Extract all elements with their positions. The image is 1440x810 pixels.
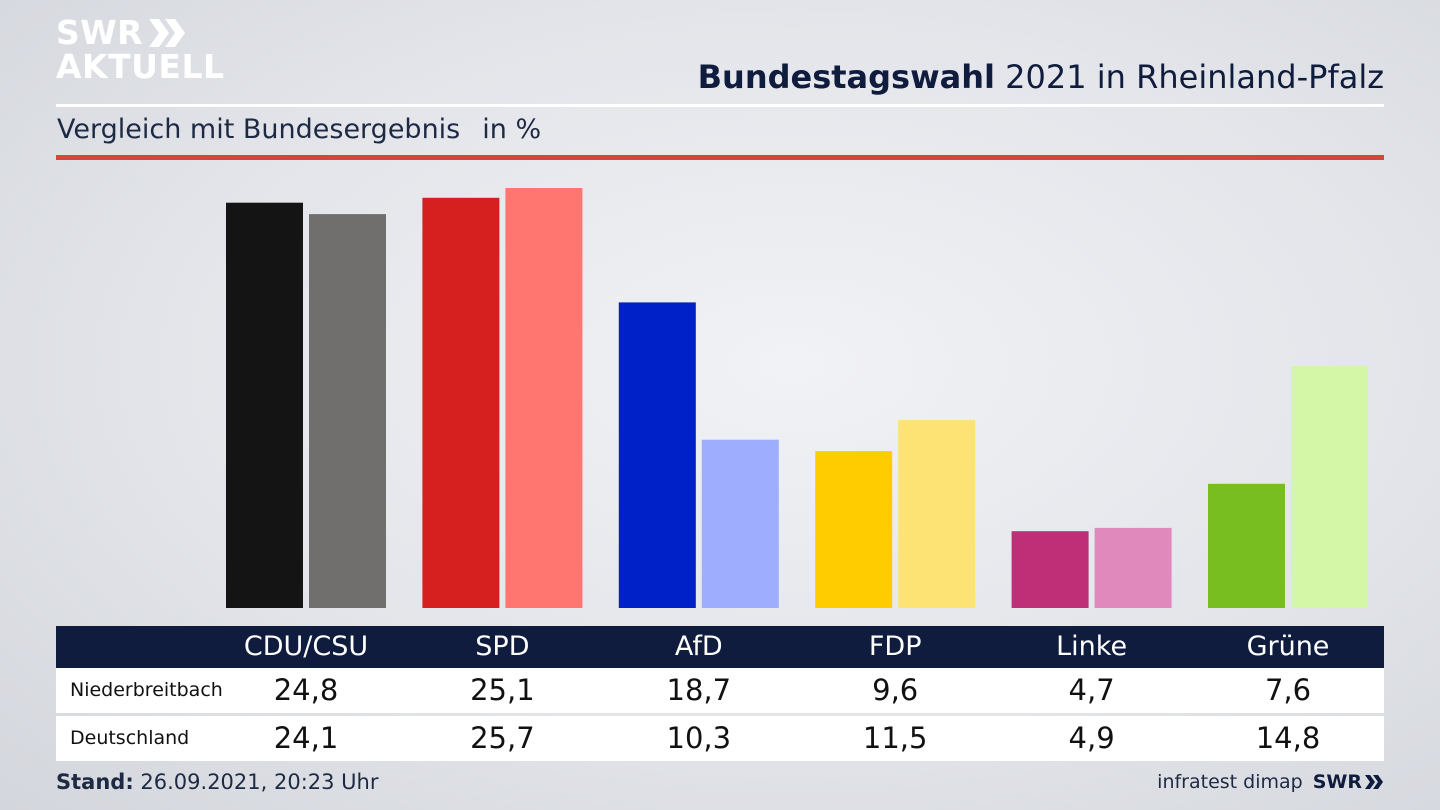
chart-subtitle: Vergleich mit Bundesergebnis in % <box>57 114 541 145</box>
bar-linke-niederbreitbach <box>1011 531 1089 608</box>
logo-line1: SWR <box>56 13 144 52</box>
bar-gr-ne-niederbreitbach <box>1208 483 1285 608</box>
header-cdu-csu: CDU/CSU <box>243 631 369 662</box>
bar-gr-ne-deutschland <box>1291 366 1368 608</box>
bar-spd-deutschland <box>505 188 583 608</box>
page-title: Bundestagswahl 2021 in Rheinland-Pfalz <box>698 58 1384 96</box>
value-cdu-csu-deutschland: 24,1 <box>273 721 339 755</box>
value-cdu-csu-niederbreitbach: 24,8 <box>273 673 339 707</box>
value-fdp-deutschland: 11,5 <box>862 721 928 755</box>
subtitle-divider <box>56 155 1384 160</box>
stand-value: 26.09.2021, 20:23 Uhr <box>133 770 379 794</box>
header-spd: SPD <box>475 631 530 662</box>
header-gr-ne: Grüne <box>1246 631 1330 662</box>
bar-chart <box>226 188 1368 609</box>
bar-afd-niederbreitbach <box>618 302 696 608</box>
value-gr-ne-niederbreitbach: 7,6 <box>1264 673 1312 707</box>
party-header-row: CDU/CSU SPD AfD FDP Linke Grüne <box>56 626 1384 668</box>
small-double-chevron-icon <box>1365 775 1383 789</box>
logo-line2: AKTUELL <box>56 47 225 86</box>
source-text: infratest dimap <box>1157 771 1303 793</box>
value-afd-deutschland: 10,3 <box>666 721 732 755</box>
title-rest: 2021 in Rheinland-Pfalz <box>995 58 1384 96</box>
table-row-deutschland: Deutschland 24,1 25,7 10,3 11,5 4,9 14,8 <box>56 716 1384 761</box>
value-fdp-niederbreitbach: 9,6 <box>872 673 919 707</box>
value-linke-niederbreitbach: 4,7 <box>1068 673 1115 707</box>
table-row-niederbreitbach: Niederbreitbach 24,8 25,1 18,7 9,6 4,7 7,6 <box>56 668 1384 713</box>
stand-timestamp: Stand: 26.09.2021, 20:23 Uhr <box>56 770 379 794</box>
header-afd: AfD <box>674 631 723 662</box>
bar-cdu-csu-deutschland <box>309 214 386 608</box>
title-bold: Bundestagswahl <box>697 58 995 96</box>
value-linke-deutschland: 4,9 <box>1068 721 1115 755</box>
swr-small-text: SWR <box>1312 771 1362 793</box>
bar-fdp-niederbreitbach <box>815 451 893 608</box>
row-label-niederbreitbach: Niederbreitbach <box>70 679 223 701</box>
header-fdp: FDP <box>868 631 922 662</box>
value-afd-niederbreitbach: 18,7 <box>666 673 732 707</box>
subtitle-text: Vergleich mit Bundesergebnis <box>57 114 461 145</box>
stand-label: Stand: <box>56 770 134 794</box>
swr-aktuell-logo: SWR AKTUELL <box>56 16 225 84</box>
footer-source: infratest dimap SWR <box>1157 771 1384 793</box>
value-spd-deutschland: 25,7 <box>470 721 535 755</box>
bar-linke-deutschland <box>1094 527 1172 608</box>
title-divider <box>56 104 1384 107</box>
header-linke: Linke <box>1056 631 1128 662</box>
bar-cdu-csu-niederbreitbach <box>226 202 303 608</box>
row-label-deutschland: Deutschland <box>70 727 190 749</box>
bar-afd-deutschland <box>701 439 779 608</box>
bar-fdp-deutschland <box>898 420 976 608</box>
value-gr-ne-deutschland: 14,8 <box>1255 721 1321 755</box>
double-chevron-icon <box>149 19 186 47</box>
subtitle-unit: in % <box>482 114 542 145</box>
bar-spd-niederbreitbach <box>422 197 500 609</box>
swr-small-logo: SWR <box>1313 771 1384 793</box>
value-spd-niederbreitbach: 25,1 <box>470 673 535 707</box>
